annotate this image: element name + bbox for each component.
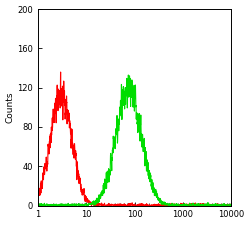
Y-axis label: Counts: Counts: [6, 92, 15, 123]
